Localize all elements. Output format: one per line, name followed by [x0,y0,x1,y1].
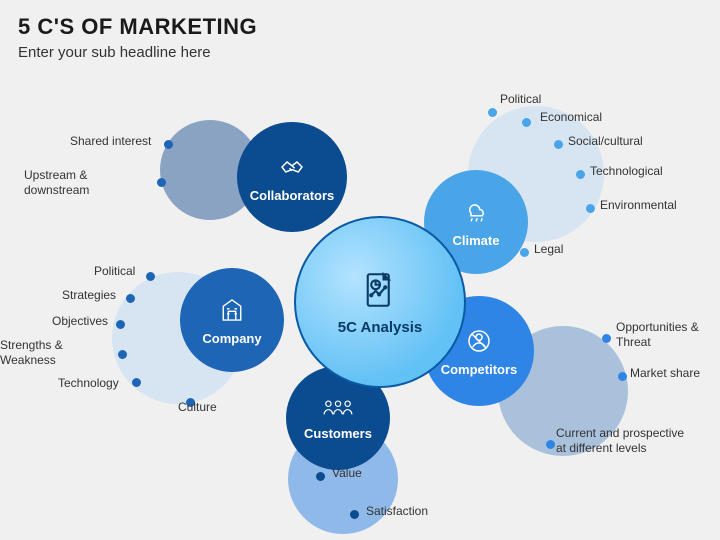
climate-callout: Economical [540,110,602,124]
climate-callout: Technological [590,164,663,178]
customers-callout: Value [332,466,362,480]
company-callout: Strengths & Weakness [0,338,112,368]
collaborators-dot [157,178,166,187]
climate-dot [488,108,497,117]
competitors-label: Competitors [441,362,518,377]
customers-callout: Satisfaction [366,504,428,518]
person-slash-icon [464,326,494,356]
company-dot [116,320,125,329]
competitors-dot [618,372,627,381]
collaborators-dot [164,140,173,149]
collaborators-label: Collaborators [250,188,335,203]
climate-dot [554,140,563,149]
building-icon [217,295,247,325]
climate-callout: Social/cultural [568,134,643,148]
climate-label: Climate [453,233,500,248]
customers-dot [350,510,359,519]
customers-dot [316,472,325,481]
company-label: Company [202,331,261,346]
climate-dot [576,170,585,179]
company-dot [126,294,135,303]
page-subtitle: Enter your sub headline here [18,44,211,61]
company-dot [118,350,127,359]
company-callout: Objectives [52,314,108,328]
collaborators-callout: Upstream & downstream [24,168,154,198]
company-callout: Technology [58,376,119,390]
diagram-stage: 5 C'S OF MARKETING Enter your sub headli… [0,0,720,540]
page-title: 5 C'S OF MARKETING [18,14,257,40]
climate-callout: Political [500,92,541,106]
climate-callout: Legal [534,242,563,256]
collaborators-circle: Collaborators [237,122,347,232]
competitors-callout: Current and prospective at different lev… [556,426,686,456]
people-icon [322,396,354,420]
climate-callout: Environmental [600,198,677,212]
competitors-dot [546,440,555,449]
climate-dot [522,118,531,127]
company-dot [146,272,155,281]
cloud-rain-icon [461,197,491,227]
climate-dot [520,248,529,257]
competitors-callout: Market share [630,366,700,380]
company-callout: Strategies [62,288,116,302]
company-dot [132,378,141,387]
center-label: 5C Analysis [338,319,423,336]
center-circle: 5C Analysis [294,216,466,388]
company-callout: Political [94,264,135,278]
customers-label: Customers [304,426,372,441]
analysis-icon [359,269,401,311]
competitors-dot [602,334,611,343]
company-callout: Culture [178,400,217,414]
climate-dot [586,204,595,213]
handshake-icon [277,152,307,182]
company-circle: Company [180,268,284,372]
competitors-callout: Opportunities & Threat [616,320,716,350]
collaborators-callout: Shared interest [70,134,151,148]
